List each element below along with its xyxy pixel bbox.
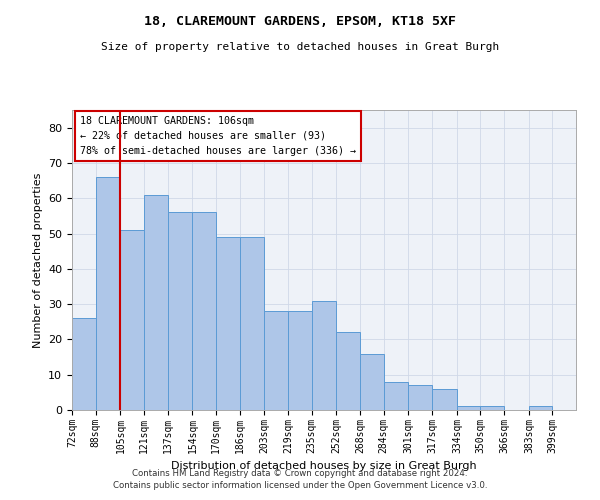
Bar xyxy=(121,230,144,410)
Bar xyxy=(337,332,360,410)
Bar xyxy=(95,177,121,410)
Bar xyxy=(288,311,311,410)
Bar xyxy=(216,237,239,410)
Bar xyxy=(265,311,288,410)
Bar xyxy=(383,382,409,410)
X-axis label: Distribution of detached houses by size in Great Burgh: Distribution of detached houses by size … xyxy=(171,461,477,471)
Bar xyxy=(360,354,383,410)
Bar xyxy=(144,194,167,410)
Bar xyxy=(193,212,216,410)
Bar xyxy=(481,406,504,410)
Bar xyxy=(167,212,193,410)
Text: 18, CLAREMOUNT GARDENS, EPSOM, KT18 5XF: 18, CLAREMOUNT GARDENS, EPSOM, KT18 5XF xyxy=(144,15,456,28)
Bar xyxy=(529,406,553,410)
Bar xyxy=(457,406,481,410)
Bar xyxy=(409,386,432,410)
Bar xyxy=(311,300,337,410)
Text: Contains HM Land Registry data © Crown copyright and database right 2024.: Contains HM Land Registry data © Crown c… xyxy=(132,468,468,477)
Bar xyxy=(72,318,95,410)
Text: Size of property relative to detached houses in Great Burgh: Size of property relative to detached ho… xyxy=(101,42,499,52)
Text: Contains public sector information licensed under the Open Government Licence v3: Contains public sector information licen… xyxy=(113,481,487,490)
Text: 18 CLAREMOUNT GARDENS: 106sqm
← 22% of detached houses are smaller (93)
78% of s: 18 CLAREMOUNT GARDENS: 106sqm ← 22% of d… xyxy=(80,116,356,156)
Y-axis label: Number of detached properties: Number of detached properties xyxy=(32,172,43,348)
Bar xyxy=(239,237,265,410)
Bar xyxy=(432,389,457,410)
